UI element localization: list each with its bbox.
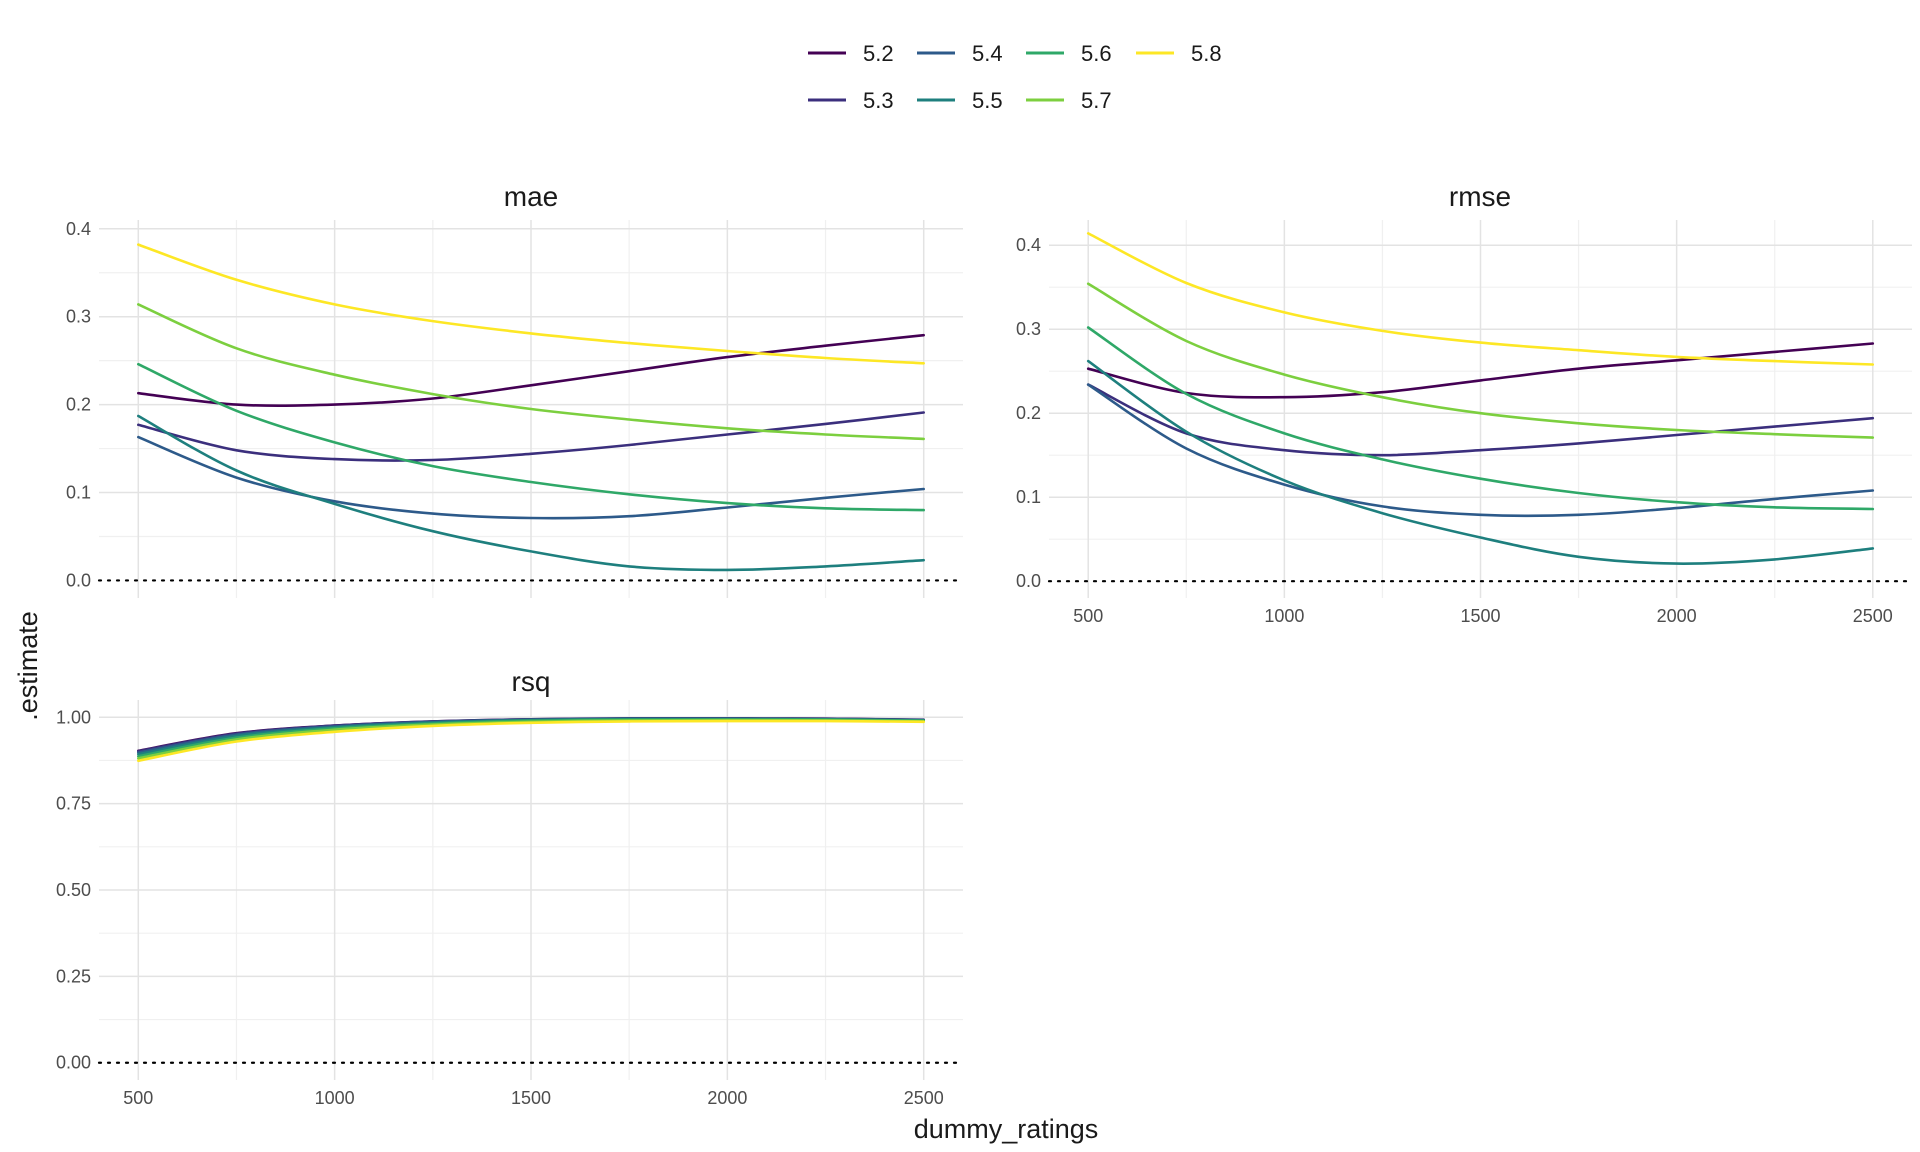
legend-item: 5.4: [917, 41, 1003, 66]
x-tick-label: 2000: [1657, 606, 1697, 626]
chart-panels: 0.0 0.1 0.2 0.3 0.4 mae 0.0 0.1 0.2 0.3 0.4 500 1000…: [56, 181, 1914, 1108]
series-line-5-6: [1086, 326, 1875, 511]
x-tick-label: 500: [1073, 606, 1103, 626]
panel-title: rsq: [512, 666, 551, 697]
legend-label: 5.6: [1081, 41, 1112, 66]
x-tick-label: 1500: [1460, 606, 1500, 626]
legend-label: 5.4: [972, 41, 1003, 66]
y-tick-label: 0.1: [66, 483, 91, 503]
series-line-5-7: [1086, 282, 1875, 439]
series-line-5-2: [1086, 342, 1875, 399]
y-tick-label: 0.3: [66, 307, 91, 327]
x-tick-label: 1000: [1264, 606, 1304, 626]
x-tick-label: 1500: [511, 1088, 551, 1108]
panel-rsq: 0.00 0.25 0.50 0.75 1.00 500 1000 1500 2000 2500 r…: [56, 666, 965, 1108]
series-line-5-4: [1086, 383, 1875, 518]
x-tick-label: 500: [123, 1088, 153, 1108]
x-tick-label: 1000: [315, 1088, 355, 1108]
x-tick-label: 2500: [1853, 606, 1893, 626]
series-line-5-3: [1086, 383, 1875, 457]
y-tick-label: 0.1: [1016, 487, 1041, 507]
y-tick-label: 0.4: [66, 219, 91, 239]
legend-item: 5.3: [808, 88, 894, 113]
y-tick-label: 0.0: [1016, 571, 1041, 591]
legend-item: 5.8: [1136, 41, 1222, 66]
y-tick-label: 0.25: [56, 966, 91, 986]
legend-item: 5.2: [808, 41, 894, 66]
x-tick-label: 2000: [707, 1088, 747, 1108]
x-axis-title: dummy_ratings: [914, 1114, 1099, 1144]
series-line-5-5: [137, 414, 925, 572]
series-line-5-7: [137, 303, 925, 441]
y-axis-title: .estimate: [13, 611, 43, 721]
series-line-5-6: [137, 362, 925, 512]
series-line-5-3: [137, 411, 925, 462]
series-line-5-8: [1086, 232, 1875, 366]
y-tick-label: 0.00: [56, 1053, 91, 1073]
y-tick-label: 0.50: [56, 880, 91, 900]
y-tick-label: 0.75: [56, 794, 91, 814]
legend-label: 5.3: [863, 88, 894, 113]
y-tick-label: 0.2: [1016, 403, 1041, 423]
legend-item: 5.6: [1026, 41, 1112, 66]
y-tick-label: 0.2: [66, 395, 91, 415]
series-line-5-4: [137, 435, 925, 520]
y-tick-label: 0.3: [1016, 319, 1041, 339]
y-tick-label: 0.0: [66, 570, 91, 590]
panel-title: rmse: [1449, 181, 1511, 212]
series-line-5-8: [137, 719, 925, 763]
legend-label: 5.5: [972, 88, 1003, 113]
y-tick-label: 1.00: [56, 707, 91, 727]
y-tick-label: 0.4: [1016, 235, 1041, 255]
legend-item: 5.7: [1026, 88, 1112, 113]
series-line-5-2: [137, 333, 925, 408]
panel-title: mae: [504, 181, 558, 212]
legend-item: 5.5: [917, 88, 1003, 113]
legend: 5.2 5.3 5.4 5.5 5.6 5.7 5.8: [808, 41, 1222, 113]
legend-label: 5.7: [1081, 88, 1112, 113]
series-line-5-8: [137, 243, 925, 365]
panel-rmse: 0.0 0.1 0.2 0.3 0.4 500 1000 1500 2000 2500 rmse: [1016, 181, 1914, 626]
legend-label: 5.2: [863, 41, 894, 66]
series-line-5-5: [1086, 359, 1875, 565]
x-tick-label: 2500: [904, 1088, 944, 1108]
legend-label: 5.8: [1191, 41, 1222, 66]
panel-mae: 0.0 0.1 0.2 0.3 0.4 mae: [66, 181, 965, 598]
